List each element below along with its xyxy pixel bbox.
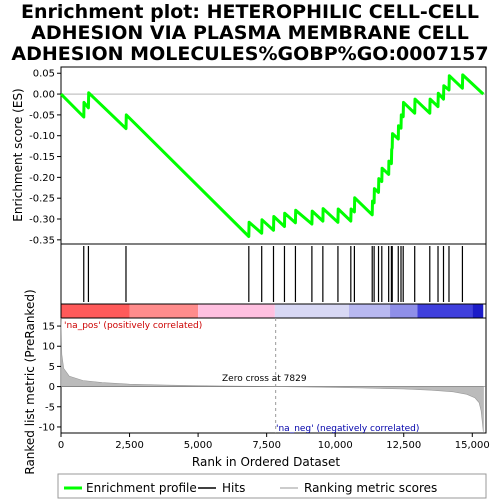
metric-y-axis-label: Ranked list metric (PreRanked) [23,289,37,474]
es-y-tick-label: -0.25 [29,194,55,205]
es-plot-frame [60,66,487,245]
enrichment-profile-line [59,73,485,238]
metric-y-tick-label: 10 [42,342,55,353]
rank-color-segment [472,304,484,318]
metric-frame [60,317,487,434]
metric-y-tick-label: 0 [49,382,55,393]
hits-panel [60,243,487,319]
x-tick-label: 5,000 [184,440,213,451]
rank-color-segment [417,304,473,318]
negative-correlation-label: 'na_neg' (negatively correlated) [276,424,419,434]
title-line-3: ADHESION MOLECULES%GOBP%GO:0007157 [11,43,489,65]
legend: Enrichment profile Hits Ranking metric s… [57,473,487,499]
chart-title: Enrichment plot: HETEROPHILIC CELL-CELL … [0,2,500,65]
metric-y-tick-label: -5 [45,402,55,413]
es-y-axis-label: Enrichment score (ES) [11,88,25,221]
legend-entry-ranking-metric: Ranking metric scores [304,481,437,495]
es-y-tick-label: 0.00 [33,90,55,101]
legend-entry-hits: Hits [222,481,245,495]
title-line-2: ADHESION VIA PLASMA MEMBRANE CELL [31,22,469,44]
rank-color-segment [274,304,349,318]
es-y-tick-label: -0.20 [29,173,55,184]
ranking-metric-area [60,317,484,432]
es-y-tick-label: -0.10 [29,131,55,142]
rank-color-segment [198,304,275,318]
legend-box [57,473,487,499]
es-y-tick-label: -0.15 [29,152,55,163]
rank-color-segment [390,304,418,318]
x-tick-label: 0 [58,440,64,451]
rank-color-segment [129,304,199,318]
metric-y-tick-label: 15 [42,322,55,333]
x-tick-label: 7,500 [252,440,281,451]
x-tick-label: 10,000 [318,440,353,451]
x-axis: 0 2,500 5,000 7,500 10,000 12,500 15,000 [58,433,490,451]
metric-panel: 15 10 5 0 -5 -10 [39,317,487,434]
es-y-tick-label: -0.30 [29,215,55,226]
metric-y-tick-label: -10 [39,422,55,433]
legend-entry-enrichment-profile: Enrichment profile [86,481,197,495]
rank-color-segment [61,304,130,318]
x-tick-label: 12,500 [386,440,421,451]
metric-y-tick-label: 5 [49,362,55,373]
zero-cross-label: Zero cross at 7829 [222,374,307,384]
x-axis-label: Rank in Ordered Dataset [192,455,340,469]
es-y-tick-label: 0.05 [33,69,55,80]
x-tick-label: 2,500 [115,440,144,451]
positive-correlation-label: 'na_pos' (positively correlated) [64,321,202,331]
x-tick-label: 15,000 [455,440,490,451]
es-y-tick-label: -0.05 [29,110,55,121]
rank-color-segment [348,304,391,318]
title-line-1: Enrichment plot: HETEROPHILIC CELL-CELL [21,1,479,23]
es-panel: 0.05 0.00 -0.05 -0.10 -0.15 -0.20 -0.25 -0.30 -0… [29,66,487,246]
es-y-tick-label: -0.35 [29,235,55,246]
